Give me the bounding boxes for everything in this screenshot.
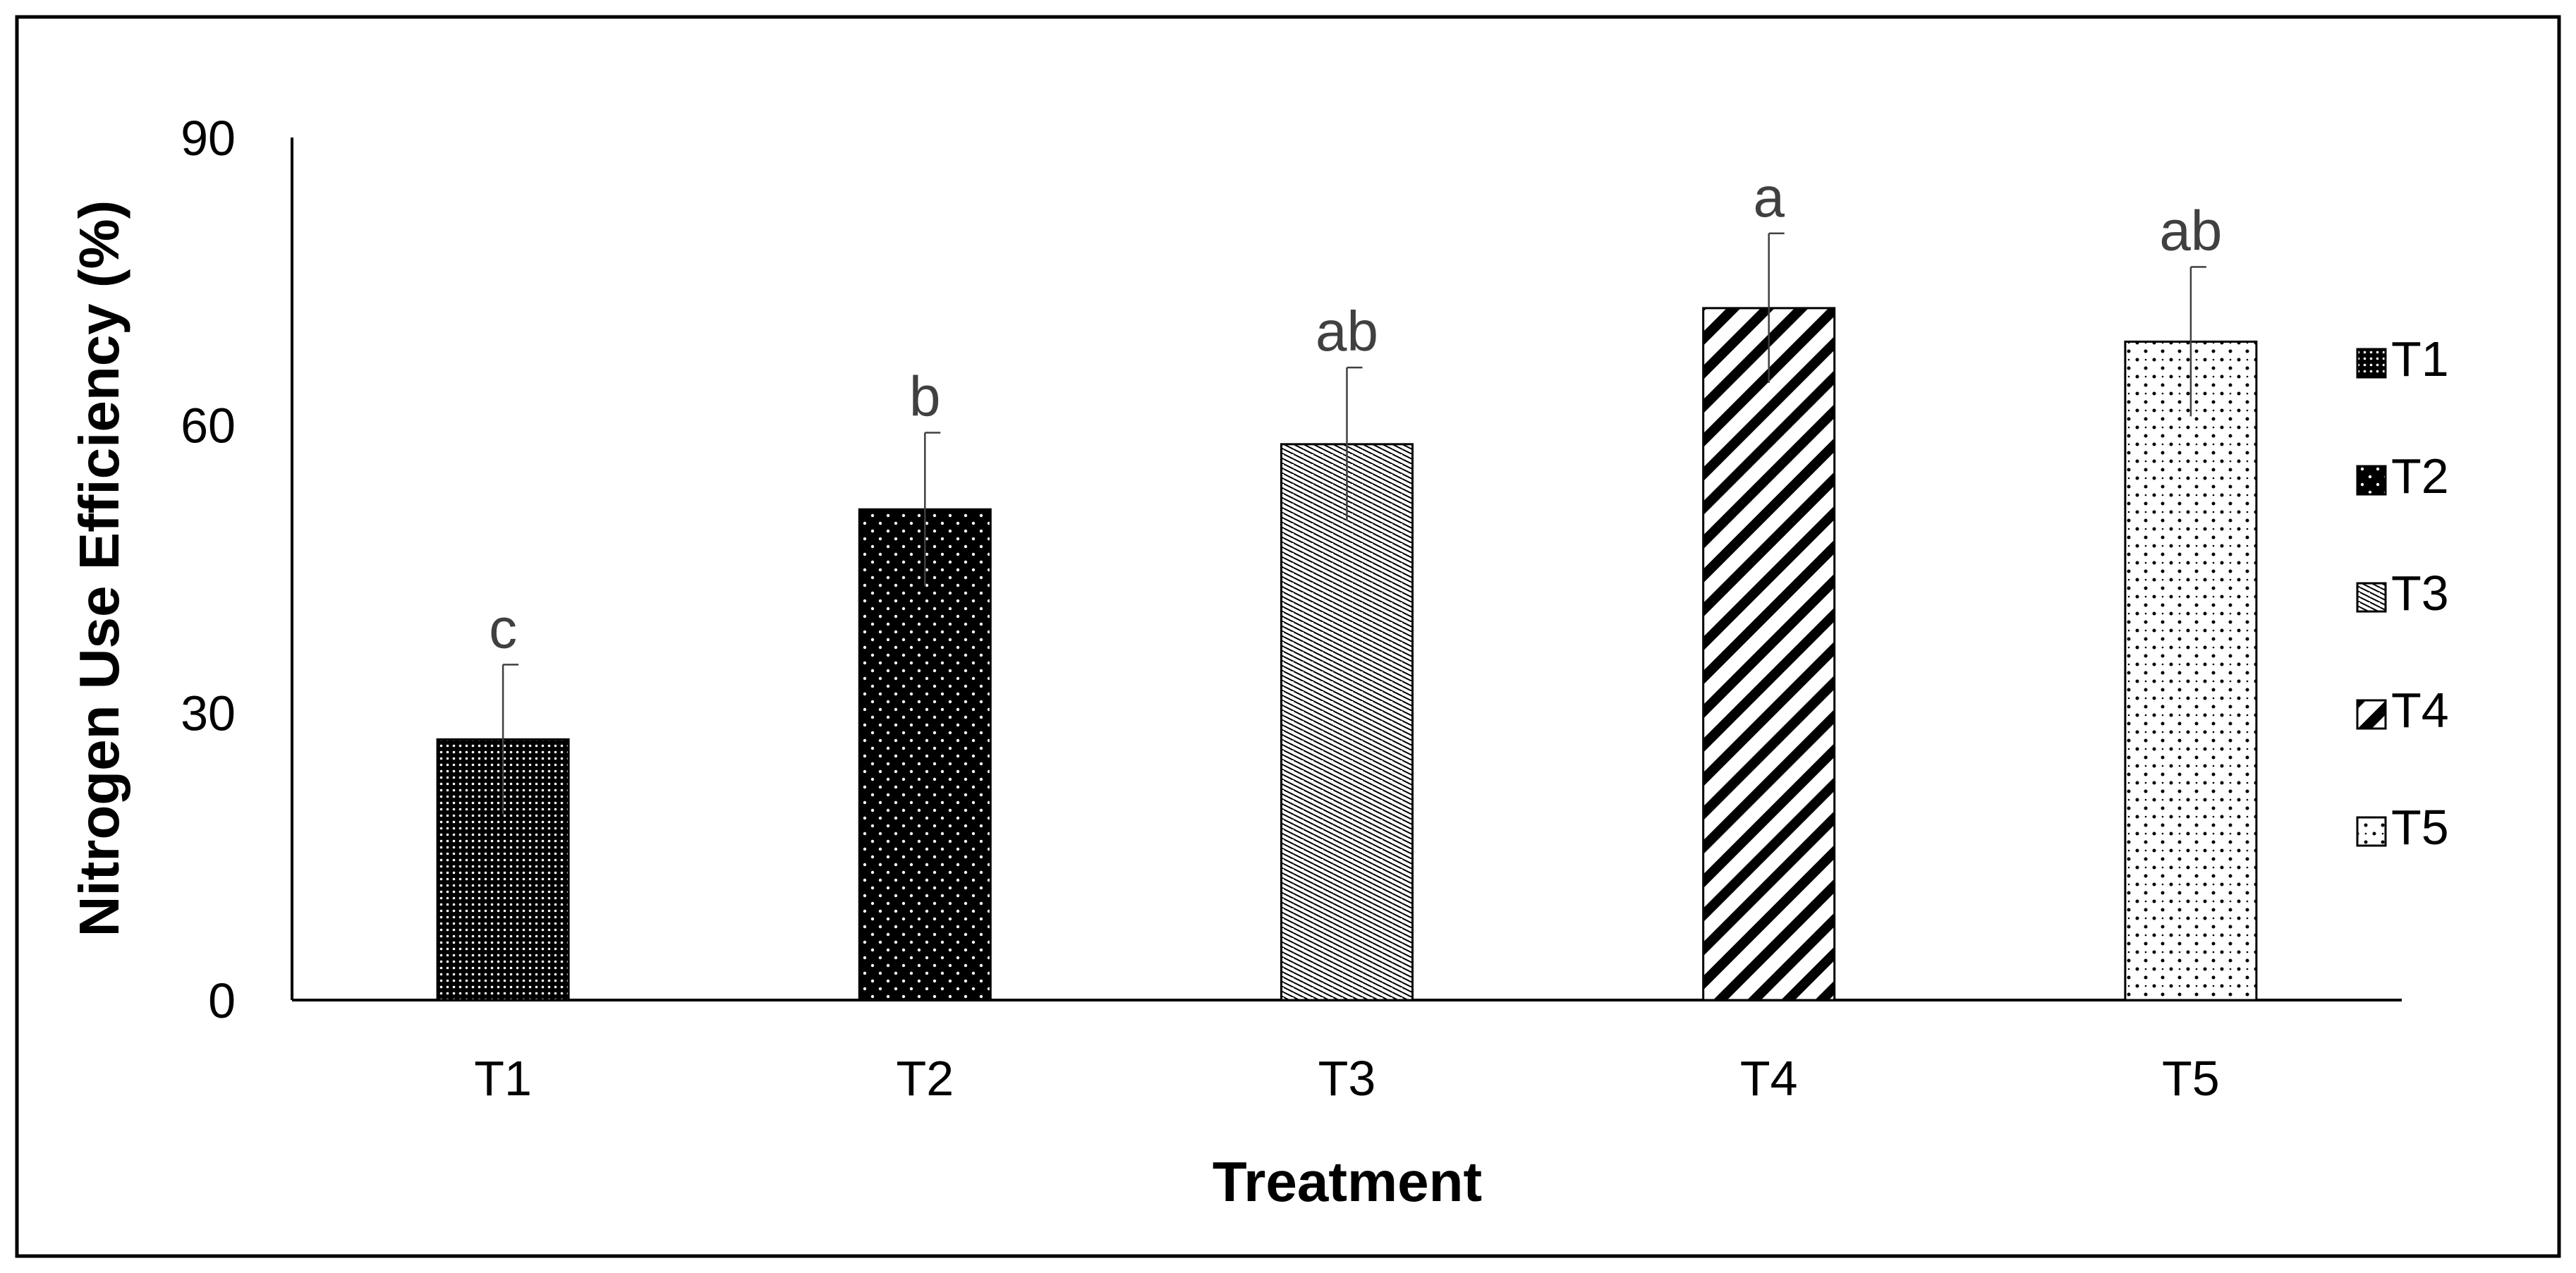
error-bars: [502, 232, 2206, 815]
legend-label-t5: T5: [2391, 800, 2449, 855]
y-tick-label-3: 90: [181, 111, 236, 166]
x-tick-label-t3: T3: [1318, 1051, 1376, 1106]
legend-item-t2: T2: [2356, 449, 2449, 504]
y-axis-title: Nitrogen Use Efficiency (%): [68, 200, 130, 937]
x-axis-title: Treatment: [1213, 1150, 1482, 1213]
y-tick-label-1: 30: [181, 686, 236, 741]
x-tick-label-t4: T4: [1740, 1051, 1798, 1106]
y-tick-label-2: 60: [181, 398, 236, 453]
legend-label-t3: T3: [2391, 566, 2449, 621]
significance-label-t2: b: [909, 365, 941, 428]
y-tick-labels: 0 30 60 90: [181, 111, 236, 1028]
error-bar-t1: [502, 664, 519, 815]
legend-label-t1: T1: [2391, 331, 2449, 386]
y-tick-label-0: 0: [208, 973, 236, 1028]
x-tick-label-t5: T5: [2162, 1051, 2220, 1106]
legend-item-t1: T1: [2356, 331, 2449, 386]
error-bar-t5: [2189, 266, 2206, 417]
legend-item-t4: T4: [2356, 683, 2449, 738]
significance-labels: c b ab a ab: [489, 166, 2222, 660]
bar-t4: [1702, 307, 1836, 1001]
legend-item-t5: T5: [2356, 800, 2449, 855]
x-tick-label-t1: T1: [474, 1051, 532, 1106]
x-tick-label-t2: T2: [896, 1051, 954, 1106]
legend-label-t4: T4: [2391, 683, 2449, 738]
significance-label-t3: ab: [1316, 300, 1378, 363]
significance-label-t4: a: [1753, 166, 1785, 229]
bar-t2: [858, 508, 992, 1001]
legend-swatch-t1: [2356, 348, 2387, 379]
significance-label-t5: ab: [2159, 199, 2222, 262]
x-tick-labels: T1 T2 T3 T4 T5: [474, 1051, 2220, 1106]
legend-swatch-t4: [2356, 699, 2387, 730]
bar-t3: [1280, 443, 1414, 1001]
legend-swatch-t3: [2356, 582, 2387, 613]
significance-label-t1: c: [489, 597, 517, 659]
legend-swatch-t2: [2356, 465, 2387, 496]
legend-item-t3: T3: [2356, 566, 2449, 621]
legend-swatch-t5: [2356, 816, 2387, 847]
error-bar-t3: [1346, 366, 1363, 521]
legend-label-t2: T2: [2391, 449, 2449, 504]
bars: [436, 307, 2258, 1001]
bar-t5: [2124, 340, 2258, 1001]
legend: T1 T2 T3 T4 T5: [2356, 331, 2449, 855]
error-bar-t2: [924, 432, 941, 586]
error-bar-t4: [1768, 232, 1785, 383]
